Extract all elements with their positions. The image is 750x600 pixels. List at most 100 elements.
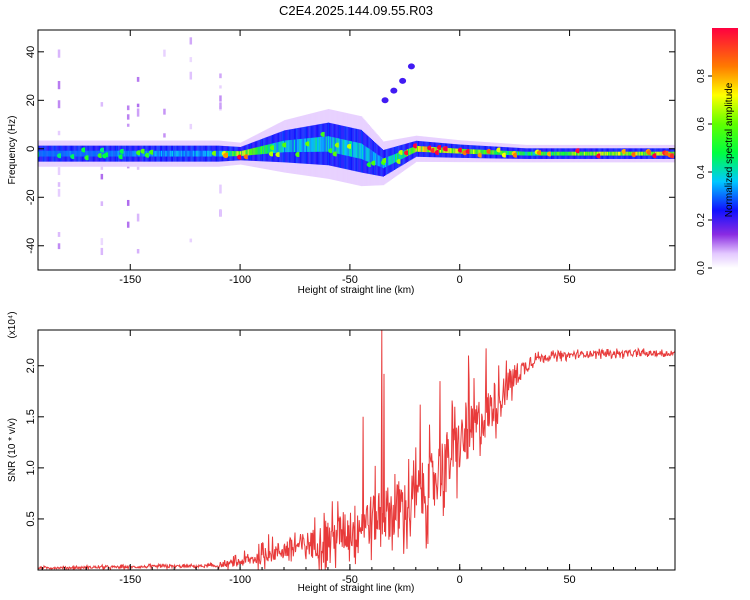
heatmap-speck <box>100 166 104 170</box>
heatmap-cell <box>196 150 198 157</box>
heatmap-cell <box>452 148 454 154</box>
heatmap-cell <box>592 151 595 156</box>
heatmap-cell <box>177 150 179 157</box>
heatmap-speck <box>219 73 222 79</box>
heatmap-cell <box>131 150 133 157</box>
heatmap-cell <box>210 150 212 157</box>
heatmap-cell <box>612 151 614 156</box>
heatmap-cell <box>235 151 238 157</box>
heatmap-cell <box>114 150 117 157</box>
heatmap-cell <box>75 150 77 157</box>
heatmap-cell <box>108 150 110 157</box>
heatmap-cell <box>644 151 646 156</box>
heatmap-branch-point <box>381 97 389 104</box>
heatmap-cell <box>260 146 263 155</box>
heatmap-cell <box>605 151 608 156</box>
heatmap-cell <box>217 150 219 157</box>
heatmap-cell <box>298 139 300 153</box>
heatmap-cell <box>42 150 44 157</box>
heatmap-cell <box>164 150 166 157</box>
heatmap-cell <box>608 151 610 156</box>
heatmap-cell <box>325 136 328 152</box>
colorbar-tick-label: 0.6 <box>696 117 707 131</box>
heatmap-cell <box>345 140 347 156</box>
heatmap-cell <box>367 147 369 162</box>
heatmap-cell <box>229 150 231 157</box>
heatmap-cell <box>516 151 519 156</box>
heatmap-cell <box>673 151 675 156</box>
heatmap-cell <box>296 139 298 153</box>
x-tick-label: 0 <box>457 574 463 586</box>
heatmap-cell <box>651 151 654 156</box>
heatmap-cell <box>220 150 222 157</box>
heatmap-cell <box>309 138 311 152</box>
heatmap-cell <box>268 144 271 154</box>
heatmap-cell <box>604 151 607 156</box>
heatmap-cell <box>602 151 604 156</box>
heatmap-cell <box>259 146 262 155</box>
heatmap-cell <box>189 150 191 157</box>
heatmap-cell <box>332 137 334 153</box>
heatmap-cell <box>79 150 82 157</box>
heatmap-cell <box>113 150 116 157</box>
heatmap-cell <box>493 150 496 155</box>
heatmap-speck <box>219 209 222 217</box>
x-tick-label: 50 <box>563 574 575 586</box>
heatmap-cell <box>528 151 531 156</box>
heatmap-cell <box>258 146 261 155</box>
heatmap-cell <box>533 151 535 156</box>
heatmap-cell <box>346 140 349 156</box>
heatmap-cell <box>190 150 193 157</box>
heatmap-cell <box>51 150 53 157</box>
heatmap-cell <box>410 147 412 155</box>
heatmap-cell <box>255 147 257 155</box>
heatmap-cell <box>178 150 180 157</box>
heatmap-cell <box>274 142 276 154</box>
heatmap-cell <box>279 141 282 153</box>
heatmap-speck <box>163 49 166 57</box>
heatmap-cell <box>478 149 480 155</box>
heatmap-cell <box>658 151 660 156</box>
x-tick-label: -50 <box>342 274 358 286</box>
heatmap-cell <box>595 151 598 156</box>
heatmap-cell <box>613 151 615 156</box>
heatmap-cell <box>491 150 493 155</box>
heatmap-speck <box>57 232 61 237</box>
heatmap-cell <box>68 150 71 157</box>
heatmap-cell <box>622 151 624 156</box>
heatmap-cell <box>377 154 379 166</box>
heatmap-cell <box>256 147 258 155</box>
heatmap-cell <box>474 149 476 155</box>
heatmap-speck <box>189 71 193 80</box>
heatmap-cell <box>480 149 483 155</box>
heatmap-cell <box>357 142 359 159</box>
heatmap-cell <box>134 150 137 157</box>
heatmap-cell <box>495 150 498 155</box>
heatmap-cell <box>254 147 256 155</box>
heatmap-cell <box>65 150 67 157</box>
heatmap-cell <box>392 154 395 164</box>
heatmap-cell <box>494 150 497 155</box>
heatmap-cell <box>342 139 344 155</box>
heatmap-cell <box>83 150 85 157</box>
heatmap-cell <box>159 150 162 157</box>
heatmap-cell <box>244 150 246 156</box>
snr-frame <box>37 329 676 571</box>
heatmap-speck <box>57 167 61 176</box>
heatmap-cell <box>109 150 111 157</box>
heatmap-cell <box>508 150 510 156</box>
heatmap-cell <box>85 150 87 157</box>
heatmap-speck <box>189 238 193 243</box>
heatmap-cell <box>572 151 575 156</box>
heatmap-cell <box>215 150 218 157</box>
heatmap-cell <box>501 150 503 155</box>
heatmap-cell <box>167 150 169 157</box>
heatmap-cell <box>128 150 130 157</box>
heatmap-cell <box>378 155 380 167</box>
heatmap-cell <box>354 142 356 158</box>
heatmap-cell <box>344 139 346 156</box>
heatmap-cell <box>63 150 65 157</box>
heatmap-cell <box>125 150 128 157</box>
heatmap-cell <box>352 141 354 158</box>
heatmap-cell <box>247 149 250 156</box>
